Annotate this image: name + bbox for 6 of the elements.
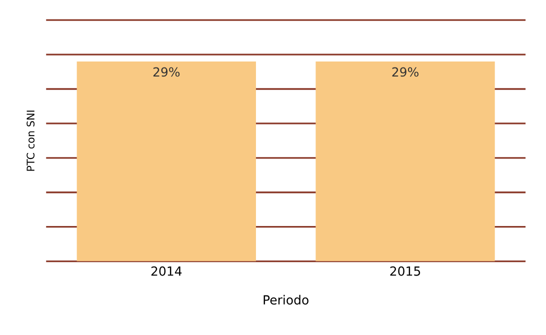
x-tick-label: 2015 [390,266,420,276]
y-axis-title: PTC con SNI [26,110,35,171]
x-tick-label: 2014 [151,266,182,276]
data-label: 29% [153,67,180,77]
x-axis-title: Periodo [264,294,308,305]
data-label: 29% [392,67,418,77]
